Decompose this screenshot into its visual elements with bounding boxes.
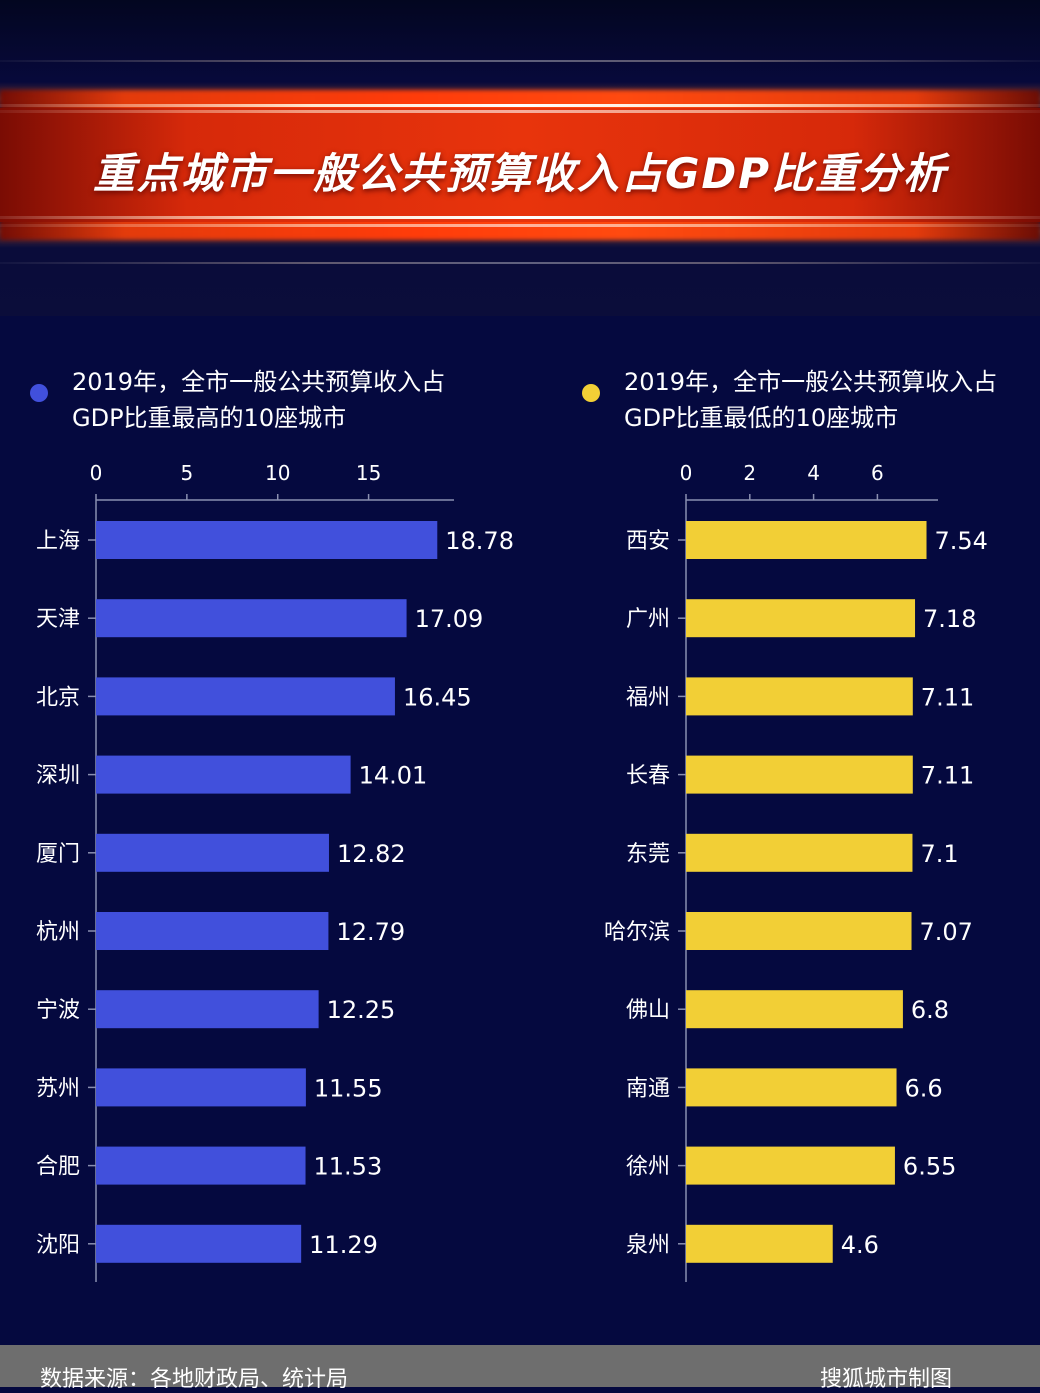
legend-right-line2: GDP比重最低的10座城市 [624,404,899,432]
top10-bar [96,912,329,950]
top10-bar [96,990,319,1029]
top10-x-tick-label: 5 [180,461,193,485]
top10-bar [96,1068,306,1107]
top10-category-label: 天津 [36,607,80,632]
bottom10-bar [686,677,913,716]
bottom10-category-label: 泉州 [626,1233,670,1258]
top10-bar [96,677,395,716]
top10-bar [96,1146,306,1185]
page-title: 重点城市一般公共预算收入占GDP比重分析 [92,149,948,198]
top10-value-label: 16.45 [403,683,472,711]
bottom10-value-label: 6.55 [903,1153,956,1181]
top10-bar [96,1224,302,1263]
top10-value-label: 14.01 [359,762,428,790]
bottom10-category-label: 哈尔滨 [604,920,670,945]
bottom10-bar [686,521,927,559]
legend-right: 2019年，全市一般公共预算收入占 GDP比重最低的10座城市 [582,364,1034,436]
bottom10-bar [686,990,903,1029]
top10-x-tick-label: 0 [90,461,103,485]
top10-bar [96,833,329,872]
legend-right-dot [582,384,600,402]
bottom10-value-label: 7.54 [935,527,988,555]
top10-value-label: 11.29 [309,1231,378,1259]
top10-value-label: 12.82 [337,840,406,868]
bottom10-value-label: 4.6 [841,1231,879,1259]
footer-source: 数据来源：各地财政局、统计局 [40,1367,349,1392]
top10-category-label: 苏州 [36,1076,80,1101]
top10-category-label: 合肥 [36,1155,80,1180]
top10-category-label: 厦门 [36,842,80,867]
bottom10-value-label: 7.11 [921,762,974,790]
top10-value-label: 18.78 [445,527,514,555]
bottom10-category-label: 广州 [626,607,670,632]
top10-x-tick-label: 15 [356,461,381,485]
bottom10-bar [686,599,916,638]
bottom10-category-label: 南通 [626,1076,670,1101]
bottom10-x-tick-label: 6 [871,461,884,485]
bottom10-category-label: 西安 [626,529,670,554]
top10-bar [96,755,351,794]
bottom10-bar [686,755,913,794]
top10-category-label: 沈阳 [36,1233,80,1258]
bottom10-bar [686,912,912,950]
top10-value-label: 12.79 [336,918,405,946]
bottom10-value-label: 7.11 [921,683,974,711]
bottom10-bar [686,1068,897,1107]
bottom10-category-label: 东莞 [626,842,670,867]
legend-left-dot [30,384,48,402]
footer: 数据来源：各地财政局、统计局 搜狐城市制图 [0,1345,1040,1392]
bottom10-bar [686,1146,895,1185]
bottom10-value-label: 6.6 [905,1074,943,1102]
bottom10-value-label: 7.1 [920,840,958,868]
bottom10-x-tick-label: 0 [680,461,693,485]
top10-x-tick-label: 10 [265,461,290,485]
bottom10-category-label: 福州 [626,685,670,710]
bottom10-category-label: 佛山 [626,998,670,1023]
legend-left-line1: 2019年，全市一般公共预算收入占 [72,368,446,396]
bottom10-bar [686,1224,833,1263]
top10-value-label: 11.53 [314,1153,383,1181]
top10-bar [96,599,407,638]
bottom10-value-label: 7.18 [923,605,976,633]
bottom10-x-tick-label: 4 [807,461,820,485]
bottom10-category-label: 长春 [626,764,670,789]
top10-category-label: 宁波 [36,998,80,1023]
top10-category-label: 北京 [36,685,80,710]
bottom10-bar [686,833,913,872]
bottom10-x-tick-label: 2 [743,461,756,485]
legend-right-line1: 2019年，全市一般公共预算收入占 [624,368,998,396]
footer-credit: 搜狐城市制图 [819,1367,952,1392]
top10-category-label: 上海 [36,529,80,554]
top10-value-label: 12.25 [327,996,396,1024]
top10-value-label: 11.55 [314,1074,383,1102]
bottom10-category-label: 徐州 [626,1155,670,1180]
top10-bar [96,521,438,559]
bottom10-value-label: 7.07 [920,918,973,946]
legend-left-line2: GDP比重最高的10座城市 [72,404,347,432]
top10-value-label: 17.09 [415,605,484,633]
top10-category-label: 深圳 [36,764,80,789]
bottom10-value-label: 6.8 [911,996,949,1024]
top10-category-label: 杭州 [36,920,80,945]
legend-left: 2019年，全市一般公共预算收入占 GDP比重最高的10座城市 [30,364,512,436]
title-banner: 重点城市一般公共预算收入占GDP比重分析 [0,0,1040,316]
